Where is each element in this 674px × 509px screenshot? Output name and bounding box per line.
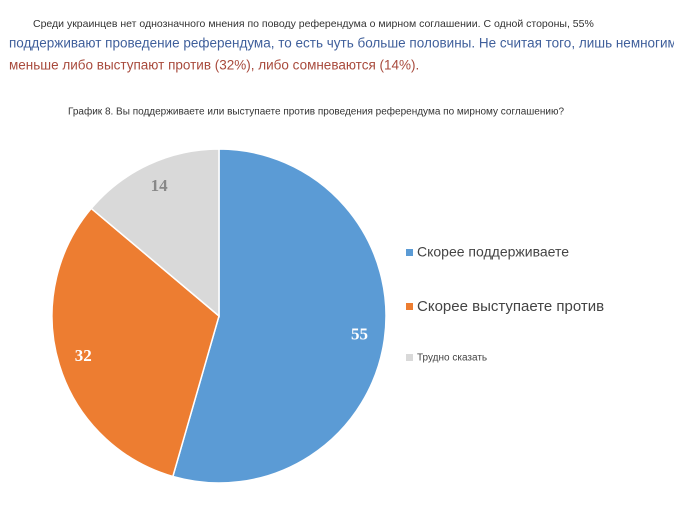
paragraph-line: Среди украинцев нет однозначного мнения … bbox=[33, 18, 594, 30]
data-label: 14 bbox=[151, 176, 169, 195]
paragraph-line: меньше либо выступают против (32%), либо… bbox=[9, 58, 419, 73]
legend-swatch bbox=[406, 354, 413, 361]
data-label: 32 bbox=[75, 346, 92, 365]
legend-label: Трудно сказать bbox=[417, 353, 487, 364]
pie-slice bbox=[171, 148, 387, 484]
pie-slice bbox=[90, 148, 220, 318]
legend-swatch bbox=[406, 303, 413, 310]
legend-swatch bbox=[406, 249, 413, 256]
paragraph-line: поддерживают проведение референдума, то … bbox=[9, 36, 674, 51]
legend-label: Скорее поддерживаете bbox=[417, 244, 569, 260]
pie-slice bbox=[51, 207, 220, 478]
data-label: 55 bbox=[351, 325, 368, 344]
legend-label: Скорее выступаете против bbox=[417, 298, 604, 315]
chart-title: График 8. Вы поддерживаете или выступает… bbox=[68, 106, 564, 118]
